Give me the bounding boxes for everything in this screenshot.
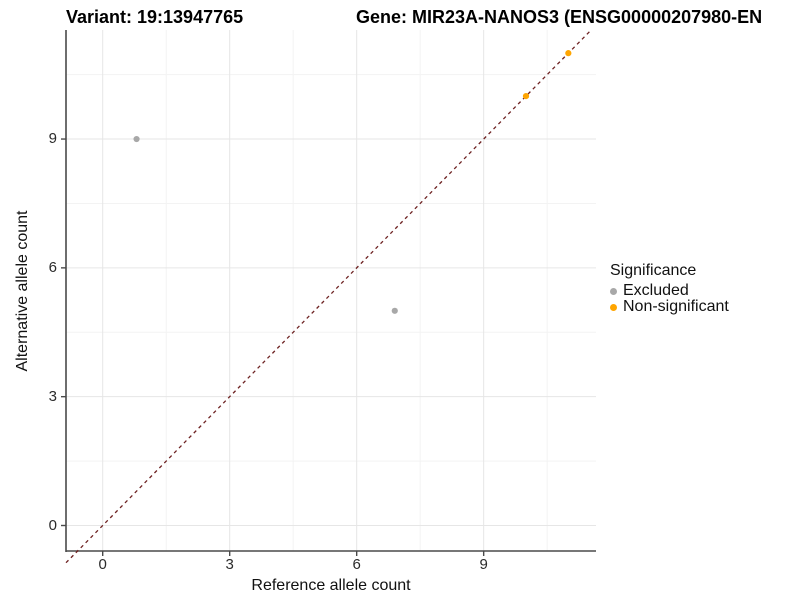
non-significant-dot-icon [610, 303, 617, 311]
y-tick-label: 3 [48, 387, 57, 405]
excluded-dot-icon [610, 287, 617, 295]
y-tick-label: 9 [48, 130, 57, 148]
y-axis-title: Alternative allele count [14, 210, 31, 372]
gene-title: Gene: MIR23A-NANOS3 (ENSG00000207980-EN [356, 7, 763, 27]
legend: Significance Excluded Non-significant [610, 262, 729, 315]
y-tick-label: 6 [48, 258, 57, 276]
data-point-non-significant [565, 50, 572, 57]
legend-entry-label: Non-significant [623, 298, 729, 315]
legend-entry-label: Excluded [623, 282, 689, 299]
x-tick-label: 9 [479, 556, 488, 573]
identity-reference-line [65, 29, 592, 564]
y-tick-label: 0 [48, 516, 57, 534]
x-tick-label: 3 [225, 556, 234, 573]
variant-title: Variant: 19:13947765 [66, 7, 244, 27]
data-point-excluded [133, 135, 140, 143]
x-axis-title: Reference allele count [251, 577, 411, 594]
legend-entry-non-significant: Non-significant [610, 298, 729, 315]
legend-title: Significance [610, 262, 697, 279]
x-tick-label: 6 [352, 556, 361, 573]
x-tick-label: 0 [98, 556, 107, 573]
data-point-excluded [391, 307, 398, 314]
legend-entry-excluded: Excluded [610, 282, 729, 299]
data-point-non-significant [522, 93, 530, 100]
